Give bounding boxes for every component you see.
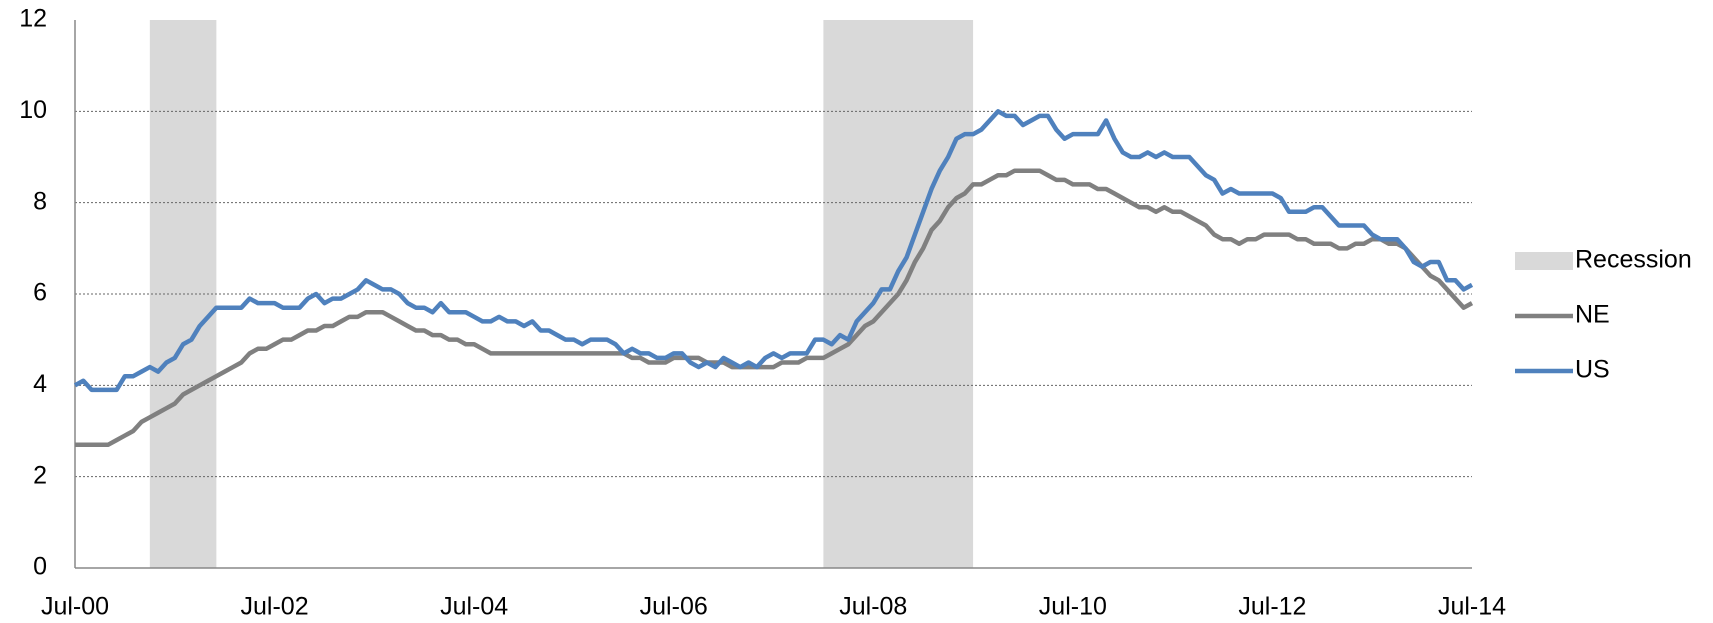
line-series [75, 168, 1474, 447]
y-tick-label: 8 [33, 187, 47, 215]
x-tick-label: Jul-04 [440, 593, 508, 621]
y-tick-label: 4 [33, 370, 47, 398]
legend-swatch [1515, 252, 1573, 270]
y-tick-label: 12 [19, 5, 47, 33]
x-tick-label: Jul-12 [1238, 593, 1306, 621]
y-tick-label: 0 [33, 553, 47, 581]
x-tick-label: Jul-14 [1438, 593, 1506, 621]
x-tick-label: Jul-08 [839, 593, 907, 621]
y-tick-label: 10 [19, 96, 47, 124]
y-tick-label: 6 [33, 279, 47, 307]
line-series [73, 109, 1474, 393]
y-tick-label: 2 [33, 461, 47, 489]
x-tick-label: Jul-00 [41, 593, 109, 621]
x-tick-label: Jul-06 [640, 593, 708, 621]
legend-label: Recession [1575, 246, 1692, 274]
legend-label: US [1575, 356, 1610, 384]
x-tick-label: Jul-02 [241, 593, 309, 621]
x-tick-label: Jul-10 [1039, 593, 1107, 621]
legend-label: NE [1575, 301, 1610, 329]
